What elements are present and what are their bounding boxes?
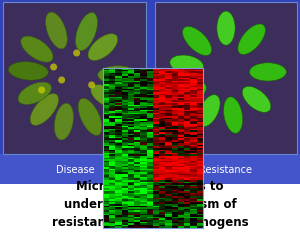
Ellipse shape: [76, 14, 98, 52]
Text: Microarray analysis to
understand mechanism of
resistance against pathogens: Microarray analysis to understand mechan…: [52, 180, 248, 228]
Ellipse shape: [30, 94, 58, 126]
Ellipse shape: [8, 62, 48, 81]
Circle shape: [38, 87, 45, 94]
Ellipse shape: [224, 98, 243, 134]
Ellipse shape: [91, 85, 123, 109]
Ellipse shape: [78, 99, 102, 136]
Ellipse shape: [182, 27, 212, 56]
Ellipse shape: [170, 56, 204, 75]
Ellipse shape: [21, 37, 53, 63]
Ellipse shape: [238, 25, 266, 55]
Ellipse shape: [54, 104, 74, 141]
Circle shape: [58, 77, 65, 84]
Ellipse shape: [217, 12, 235, 46]
Ellipse shape: [250, 64, 286, 82]
Bar: [3, 3, 146, 154]
Bar: [0, 0, 300, 184]
Ellipse shape: [242, 87, 271, 113]
Bar: [155, 3, 297, 154]
Text: Disease: Disease: [56, 164, 94, 174]
Ellipse shape: [18, 83, 51, 105]
Ellipse shape: [173, 83, 206, 107]
Text: Resistance: Resistance: [200, 164, 253, 174]
Circle shape: [88, 82, 95, 89]
Ellipse shape: [88, 34, 118, 61]
Ellipse shape: [198, 95, 220, 127]
Ellipse shape: [98, 66, 138, 85]
Ellipse shape: [46, 13, 67, 50]
Bar: [0, 154, 300, 184]
Circle shape: [73, 50, 80, 57]
Circle shape: [50, 64, 57, 71]
